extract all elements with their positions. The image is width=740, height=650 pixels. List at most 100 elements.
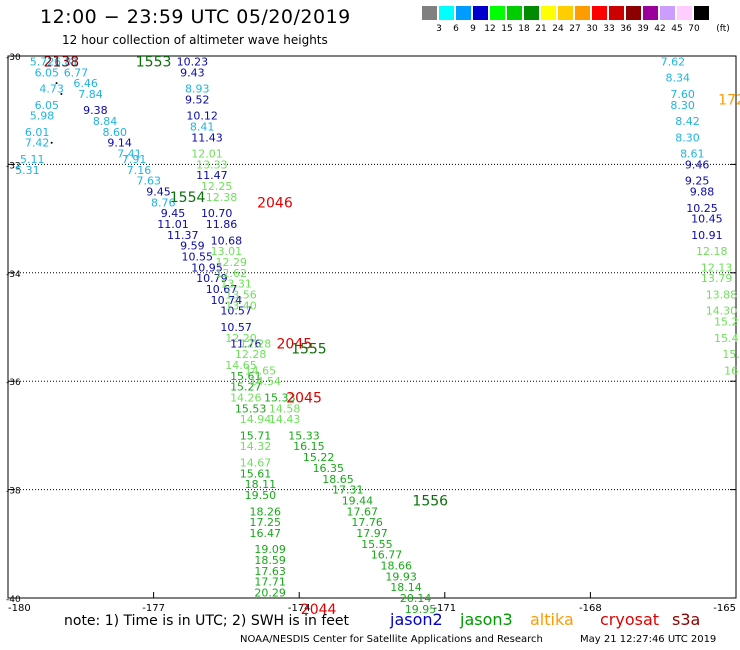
wave-height-value: 16.15 (293, 440, 325, 453)
wave-height-value: 12.01 (191, 148, 223, 161)
color-tick-label: 6 (453, 24, 459, 34)
color-swatch (626, 6, 641, 20)
wave-height-value: 15.71 (240, 429, 272, 442)
wave-height-value: 18.66 (381, 559, 413, 572)
wave-height-value: 14.58 (269, 402, 301, 415)
color-swatch (575, 6, 590, 20)
wave-height-value: 13.79 (701, 272, 733, 285)
wave-height-value: 18.26 (249, 505, 281, 518)
color-tick-label: 42 (654, 24, 666, 34)
color-swatch (677, 6, 692, 20)
wave-height-value: 10.67 (206, 283, 238, 296)
latitude-label: -38 (6, 487, 21, 497)
wave-height-value: 9.43 (180, 66, 205, 79)
wave-height-value: 18.11 (245, 478, 277, 491)
color-tick-label: 33 (603, 24, 615, 34)
wave-height-value: 5.72 (30, 55, 55, 68)
wave-height-value: 5.98 (30, 110, 55, 123)
wave-height-value: 12.13 (701, 261, 733, 274)
wave-height-value: 15.61 (230, 370, 262, 383)
color-swatch (507, 6, 522, 20)
wave-height-value: 11.86 (206, 218, 238, 231)
wave-height-value: 16.47 (249, 527, 281, 540)
wave-height-value: 15.4 (714, 332, 739, 345)
wave-height-value: 7.41 (117, 148, 142, 161)
wave-height-value: 17.67 (347, 505, 379, 518)
page-title: 12:00 − 23:59 UTC 05/20/2019 (40, 6, 351, 28)
wave-height-value: 16.35 (313, 462, 345, 475)
legend-sat-jason3: jason3 (460, 610, 513, 629)
wave-height-value: 16 (724, 364, 738, 377)
wave-height-value: 15.55 (361, 538, 393, 551)
wave-height-value: 8.34 (666, 72, 691, 85)
color-swatch (490, 6, 505, 20)
wave-height-value: 14.67 (240, 457, 272, 470)
wave-height-value: 15.2 (714, 316, 739, 329)
latitude-label: -36 (6, 378, 21, 388)
color-tick-label: 21 (535, 24, 547, 34)
wave-height-value: 7.91 (122, 153, 147, 166)
latitude-label: -32 (6, 161, 21, 171)
longitude-label: -165 (713, 603, 736, 614)
wave-height-value: 15.33 (264, 391, 296, 404)
wave-height-value: 8.84 (93, 115, 118, 128)
wave-height-value: 9.14 (107, 137, 132, 150)
wave-height-value: 15.61 (240, 467, 272, 480)
wave-height-value: 20.14 (400, 592, 432, 605)
wave-height-value: 7.42 (25, 137, 50, 150)
wave-height-value: 14.94 (240, 413, 272, 426)
wave-height-value: 5.31 (15, 164, 40, 177)
wave-height-value: 12.25 (201, 180, 233, 193)
color-tick-label: 36 (620, 24, 632, 34)
pass-time-label: 1553 (136, 54, 172, 70)
legend-sat-s3a: s3a (672, 610, 701, 629)
color-swatch (473, 6, 488, 20)
wave-height-value: 11.76 (230, 337, 262, 350)
wave-height-value: 20.29 (254, 587, 286, 600)
color-swatch (694, 6, 709, 20)
wave-height-value: 17.63 (254, 565, 286, 578)
wave-height-value: 18.14 (390, 581, 422, 594)
wave-height-value: 13.01 (211, 245, 243, 258)
wave-height-value: 12.20 (225, 332, 257, 345)
pass-time-label: 2046 (257, 195, 293, 211)
longitude-label: -180 (8, 603, 31, 614)
color-tick-label: 3 (436, 24, 442, 34)
wave-height-value: 10.57 (220, 321, 252, 334)
wave-height-value: 9.52 (185, 93, 210, 106)
wave-height-value: 18.59 (254, 554, 286, 567)
wave-height-value: 9.38 (83, 104, 108, 117)
wave-height-value: 10.23 (177, 55, 209, 68)
pass-time-label: 2044 (301, 602, 337, 618)
wave-height-value: 13.88 (706, 288, 738, 301)
wave-height-value: 11.43 (191, 131, 223, 144)
wave-height-value: 4.73 (39, 83, 64, 96)
page-subtitle: 12 hour collection of altimeter wave hei… (62, 33, 328, 47)
wave-height-value: 15. (722, 348, 740, 361)
pass-time-label: 1556 (412, 493, 448, 509)
wave-height-value: 19.50 (245, 489, 277, 502)
wave-height-value: 10.55 (182, 251, 214, 264)
wave-height-value: 13.33 (196, 158, 228, 171)
wave-height-value: 19.95 (405, 603, 437, 616)
wave-height-value: 6.81 (54, 55, 79, 68)
wave-height-value: 7.60 (670, 88, 695, 101)
pass-time-label: 1554 (170, 190, 206, 206)
color-tick-label: 39 (637, 24, 649, 34)
color-swatch (422, 6, 437, 20)
wave-height-value: 10.45 (691, 213, 723, 226)
wave-height-value: 10.91 (691, 229, 723, 242)
longitude-label: -174 (288, 603, 311, 614)
wave-height-value: 12.38 (206, 191, 238, 204)
wave-height-value: 14.30 (706, 305, 738, 318)
color-swatch (558, 6, 573, 20)
wave-height-value: 15.53 (235, 402, 267, 415)
generation-timestamp: May 21 12:27:46 UTC 2019 (580, 634, 717, 645)
wave-height-value: 14.65 (225, 359, 257, 372)
wave-height-value: 8.30 (670, 99, 695, 112)
legend-sat-cryosat: cryosat (600, 610, 660, 629)
wave-height-value: 8.30 (675, 131, 700, 144)
color-swatch (643, 6, 658, 20)
wave-height-value: 15.33 (288, 429, 320, 442)
pass-time-label: 2138 (44, 54, 80, 70)
